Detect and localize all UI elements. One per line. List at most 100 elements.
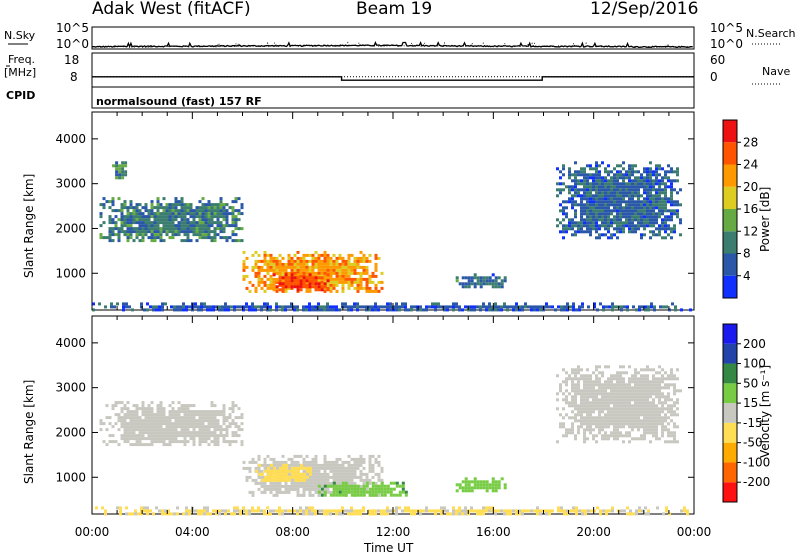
heatmap-cell bbox=[461, 282, 465, 286]
heatmap-cell bbox=[559, 209, 562, 213]
heatmap-cell bbox=[126, 440, 130, 444]
heatmap-cell bbox=[506, 308, 509, 312]
x-axis-title: Time UT bbox=[364, 541, 414, 555]
heatmap-cell bbox=[655, 380, 658, 384]
heatmap-cell bbox=[296, 265, 300, 269]
heatmap-cell bbox=[347, 274, 351, 278]
heatmap-cell bbox=[237, 212, 241, 216]
heatmap-cell bbox=[574, 398, 577, 402]
heatmap-cell bbox=[161, 308, 164, 312]
heatmap-cell bbox=[356, 256, 360, 260]
heatmap-cell bbox=[186, 434, 190, 438]
heatmap-cell bbox=[314, 256, 318, 260]
heatmap-cell bbox=[180, 209, 184, 213]
heatmap-cell bbox=[598, 404, 601, 408]
heatmap-cell bbox=[494, 279, 498, 283]
heatmap-cell bbox=[625, 404, 628, 408]
heatmap-cell bbox=[601, 398, 604, 402]
heatmap-cell bbox=[353, 302, 356, 306]
heatmap-cell bbox=[302, 268, 306, 272]
heatmap-cell bbox=[395, 481, 399, 485]
freq-panel-frame bbox=[91, 52, 695, 88]
heatmap-cell bbox=[676, 401, 679, 405]
heatmap-cell bbox=[299, 259, 303, 263]
heatmap-cell bbox=[195, 206, 199, 210]
heatmap-cell bbox=[640, 407, 643, 411]
heatmap-cell bbox=[572, 302, 575, 306]
heatmap-cell bbox=[254, 305, 257, 309]
heatmap-cell bbox=[248, 490, 252, 494]
heatmap-cell bbox=[350, 484, 354, 488]
heatmap-cell bbox=[613, 386, 616, 390]
heatmap-cell bbox=[673, 401, 676, 405]
heatmap-cell bbox=[566, 512, 569, 516]
heatmap-cell bbox=[661, 407, 664, 411]
heatmap-cell bbox=[671, 302, 674, 306]
heatmap-cell bbox=[604, 416, 607, 420]
heatmap-cell bbox=[210, 209, 214, 213]
heatmap-cell bbox=[135, 221, 139, 225]
heatmap-cell bbox=[314, 512, 317, 516]
heatmap-cell bbox=[374, 512, 377, 516]
heatmap-cell bbox=[126, 416, 130, 420]
heatmap-cell bbox=[670, 218, 673, 222]
heatmap-cell bbox=[619, 203, 622, 207]
heatmap-cell bbox=[362, 481, 366, 485]
heatmap-cell bbox=[574, 200, 577, 204]
heatmap-cell bbox=[637, 188, 640, 192]
heatmap-cell bbox=[347, 308, 350, 312]
heatmap-cell bbox=[180, 434, 184, 438]
heatmap-cell bbox=[464, 276, 468, 280]
heatmap-cell bbox=[670, 188, 673, 192]
heatmap-cell bbox=[108, 239, 112, 243]
heatmap-cell bbox=[140, 509, 143, 513]
heatmap-cell bbox=[269, 283, 273, 287]
velocity-colorbar-label: -50 bbox=[743, 436, 763, 450]
heatmap-cell bbox=[455, 483, 459, 487]
heatmap-cell bbox=[350, 493, 354, 497]
heatmap-cell bbox=[607, 209, 610, 213]
heatmap-cell bbox=[359, 472, 363, 476]
heatmap-cell bbox=[661, 224, 664, 228]
heatmap-cell bbox=[616, 173, 619, 177]
heatmap-cell bbox=[99, 224, 103, 228]
heatmap-cell bbox=[141, 233, 145, 237]
heatmap-cell bbox=[610, 203, 613, 207]
heatmap-cell bbox=[225, 239, 229, 243]
heatmap-cell bbox=[356, 512, 359, 516]
heatmap-cell bbox=[583, 206, 586, 210]
heatmap-cell bbox=[668, 512, 671, 516]
heatmap-cell bbox=[240, 227, 244, 231]
heatmap-cell bbox=[356, 509, 359, 513]
heatmap-cell bbox=[655, 437, 658, 441]
heatmap-cell bbox=[664, 386, 667, 390]
heatmap-cell bbox=[207, 422, 211, 426]
heatmap-cell bbox=[134, 512, 137, 516]
heatmap-cell bbox=[661, 206, 664, 210]
heatmap-cell bbox=[652, 425, 655, 429]
heatmap-cell bbox=[658, 167, 661, 171]
heatmap-cell bbox=[362, 457, 366, 461]
heatmap-cell bbox=[162, 416, 166, 420]
heatmap-cell bbox=[560, 506, 563, 510]
heatmap-cell bbox=[646, 218, 649, 222]
heatmap-cell bbox=[646, 224, 649, 228]
heatmap-cell bbox=[592, 437, 595, 441]
heatmap-cell bbox=[123, 218, 127, 222]
heatmap-cell bbox=[150, 434, 154, 438]
heatmap-cell bbox=[557, 509, 560, 513]
heatmap-cell bbox=[213, 431, 217, 435]
heatmap-cell bbox=[568, 188, 571, 192]
heatmap-cell bbox=[111, 425, 115, 429]
heatmap-cell bbox=[580, 218, 583, 222]
heatmap-cell bbox=[625, 182, 628, 186]
heatmap-cell bbox=[198, 224, 202, 228]
heatmap-cell bbox=[583, 422, 586, 426]
heatmap-cell bbox=[269, 259, 273, 263]
heatmap-cell bbox=[186, 209, 190, 213]
velocity-colorbar-segment bbox=[723, 363, 737, 384]
heatmap-cell bbox=[589, 167, 592, 171]
heatmap-cell bbox=[234, 218, 238, 222]
heatmap-cell bbox=[121, 167, 125, 171]
heatmap-cell bbox=[628, 434, 631, 438]
